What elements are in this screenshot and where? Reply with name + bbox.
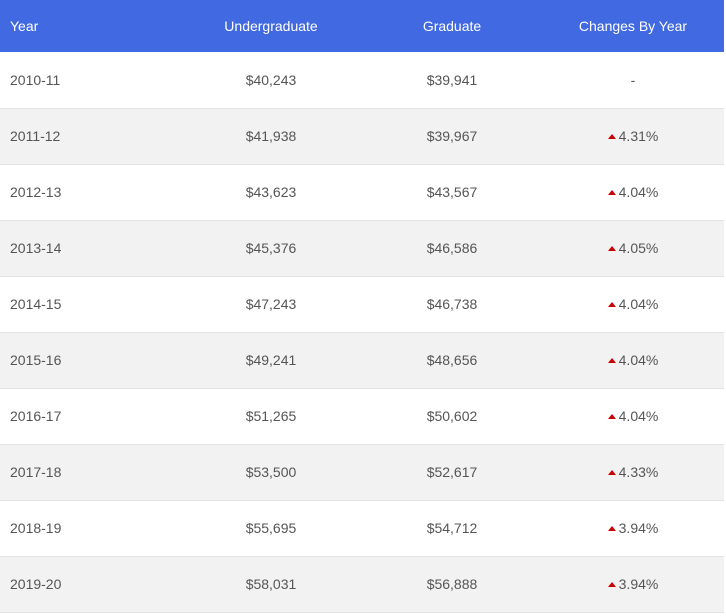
trend-up-icon bbox=[607, 358, 616, 363]
cell-undergraduate: $49,241 bbox=[180, 332, 362, 389]
cell-change: 4.04% bbox=[542, 276, 724, 333]
trend-up-icon bbox=[607, 190, 616, 195]
cell-undergraduate: $55,695 bbox=[180, 500, 362, 557]
cell-change: 3.94% bbox=[542, 500, 724, 557]
cell-undergraduate: $58,031 bbox=[180, 556, 362, 613]
cell-change: 4.05% bbox=[542, 220, 724, 277]
table-row: 2011-12 $41,938 $39,967 4.31% bbox=[0, 108, 724, 165]
trend-up-icon bbox=[607, 302, 616, 307]
table-row: 2018-19 $55,695 $54,712 3.94% bbox=[0, 500, 724, 557]
table-row: 2019-20 $58,031 $56,888 3.94% bbox=[0, 556, 724, 613]
cell-graduate: $39,967 bbox=[362, 108, 542, 165]
cell-year: 2016-17 bbox=[0, 388, 180, 445]
cell-year: 2012-13 bbox=[0, 164, 180, 221]
header-graduate: Graduate bbox=[362, 0, 542, 52]
cell-year: 2017-18 bbox=[0, 444, 180, 501]
cell-year: 2015-16 bbox=[0, 332, 180, 389]
change-value: 4.05% bbox=[618, 240, 659, 256]
cell-change: 4.04% bbox=[542, 164, 724, 221]
table-row: 2014-15 $47,243 $46,738 4.04% bbox=[0, 276, 724, 333]
change-value: 3.94% bbox=[618, 576, 659, 592]
cell-year: 2011-12 bbox=[0, 108, 180, 165]
table-row: 2015-16 $49,241 $48,656 4.04% bbox=[0, 332, 724, 389]
cell-change: 4.04% bbox=[542, 388, 724, 445]
cell-year: 2019-20 bbox=[0, 556, 180, 613]
change-value: 3.94% bbox=[618, 520, 659, 536]
table-row: 2010-11 $40,243 $39,941 - bbox=[0, 52, 724, 109]
cell-graduate: $56,888 bbox=[362, 556, 542, 613]
change-value: - bbox=[630, 71, 636, 88]
change-value: 4.04% bbox=[618, 352, 659, 368]
cell-change: 4.04% bbox=[542, 332, 724, 389]
header-row: Year Undergraduate Graduate Changes By Y… bbox=[0, 0, 724, 52]
change-value: 4.04% bbox=[618, 184, 659, 200]
table-row: 2016-17 $51,265 $50,602 4.04% bbox=[0, 388, 724, 445]
cell-year: 2010-11 bbox=[0, 52, 180, 109]
trend-up-icon bbox=[607, 470, 616, 475]
table-row: 2012-13 $43,623 $43,567 4.04% bbox=[0, 164, 724, 221]
cell-undergraduate: $43,623 bbox=[180, 164, 362, 221]
header-change: Changes By Year bbox=[542, 0, 724, 52]
cell-undergraduate: $47,243 bbox=[180, 276, 362, 333]
cell-undergraduate: $41,938 bbox=[180, 108, 362, 165]
cell-undergraduate: $45,376 bbox=[180, 220, 362, 277]
change-value: 4.04% bbox=[618, 408, 659, 424]
table-row: 2017-18 $53,500 $52,617 4.33% bbox=[0, 444, 724, 501]
cell-undergraduate: $53,500 bbox=[180, 444, 362, 501]
header-undergraduate: Undergraduate bbox=[180, 0, 362, 52]
change-value: 4.04% bbox=[618, 296, 659, 312]
trend-up-icon bbox=[607, 414, 616, 419]
cell-year: 2014-15 bbox=[0, 276, 180, 333]
cell-graduate: $46,586 bbox=[362, 220, 542, 277]
trend-up-icon bbox=[607, 246, 616, 251]
trend-up-icon bbox=[607, 526, 616, 531]
cell-graduate: $43,567 bbox=[362, 164, 542, 221]
cell-graduate: $48,656 bbox=[362, 332, 542, 389]
change-value: 4.33% bbox=[618, 464, 659, 480]
cell-undergraduate: $51,265 bbox=[180, 388, 362, 445]
table-row: 2013-14 $45,376 $46,586 4.05% bbox=[0, 220, 724, 277]
change-value: 4.31% bbox=[618, 128, 659, 144]
cell-change: - bbox=[542, 52, 724, 109]
cell-graduate: $50,602 bbox=[362, 388, 542, 445]
trend-up-icon bbox=[607, 134, 616, 139]
cell-change: 3.94% bbox=[542, 556, 724, 613]
cell-graduate: $52,617 bbox=[362, 444, 542, 501]
trend-up-icon bbox=[607, 582, 616, 587]
header-year: Year bbox=[0, 0, 180, 52]
table-body: 2010-11 $40,243 $39,941 - 2011-12 $41,938 $39,… bbox=[0, 52, 724, 613]
cell-graduate: $46,738 bbox=[362, 276, 542, 333]
cell-undergraduate: $40,243 bbox=[180, 52, 362, 109]
table-header: Year Undergraduate Graduate Changes By Y… bbox=[0, 0, 724, 52]
cell-year: 2013-14 bbox=[0, 220, 180, 277]
cell-graduate: $54,712 bbox=[362, 500, 542, 557]
cell-year: 2018-19 bbox=[0, 500, 180, 557]
cell-change: 4.33% bbox=[542, 444, 724, 501]
cell-change: 4.31% bbox=[542, 108, 724, 165]
cell-graduate: $39,941 bbox=[362, 52, 542, 109]
